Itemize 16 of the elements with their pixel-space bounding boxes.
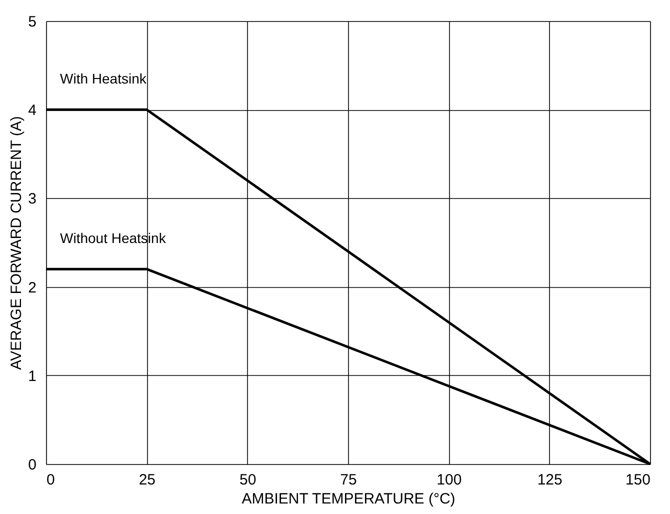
series-label: With Heatsink (60, 70, 148, 87)
y-tick-label: 1 (28, 368, 36, 385)
x-tick-label: 125 (537, 472, 562, 488)
y-tick-label: 4 (28, 102, 36, 120)
y-tick-label: 0 (28, 456, 36, 474)
y-axis-title: AVERAGE FORWARD CURRENT (A) (8, 116, 26, 370)
x-tick-label: 25 (138, 472, 156, 488)
x-tick-label: 0 (46, 472, 55, 488)
y-tick-label: 3 (28, 190, 36, 208)
y-tick-label: 2 (28, 279, 36, 296)
x-tick-label: 150 (625, 472, 650, 488)
y-tick-label: 5 (28, 14, 36, 30)
x-tick-label: 75 (340, 472, 357, 488)
x-tick-label: 100 (436, 472, 462, 488)
x-axis-title: AMBIENT TEMPERATURE (°C) (242, 490, 456, 508)
x-tick-label: 50 (239, 472, 256, 488)
